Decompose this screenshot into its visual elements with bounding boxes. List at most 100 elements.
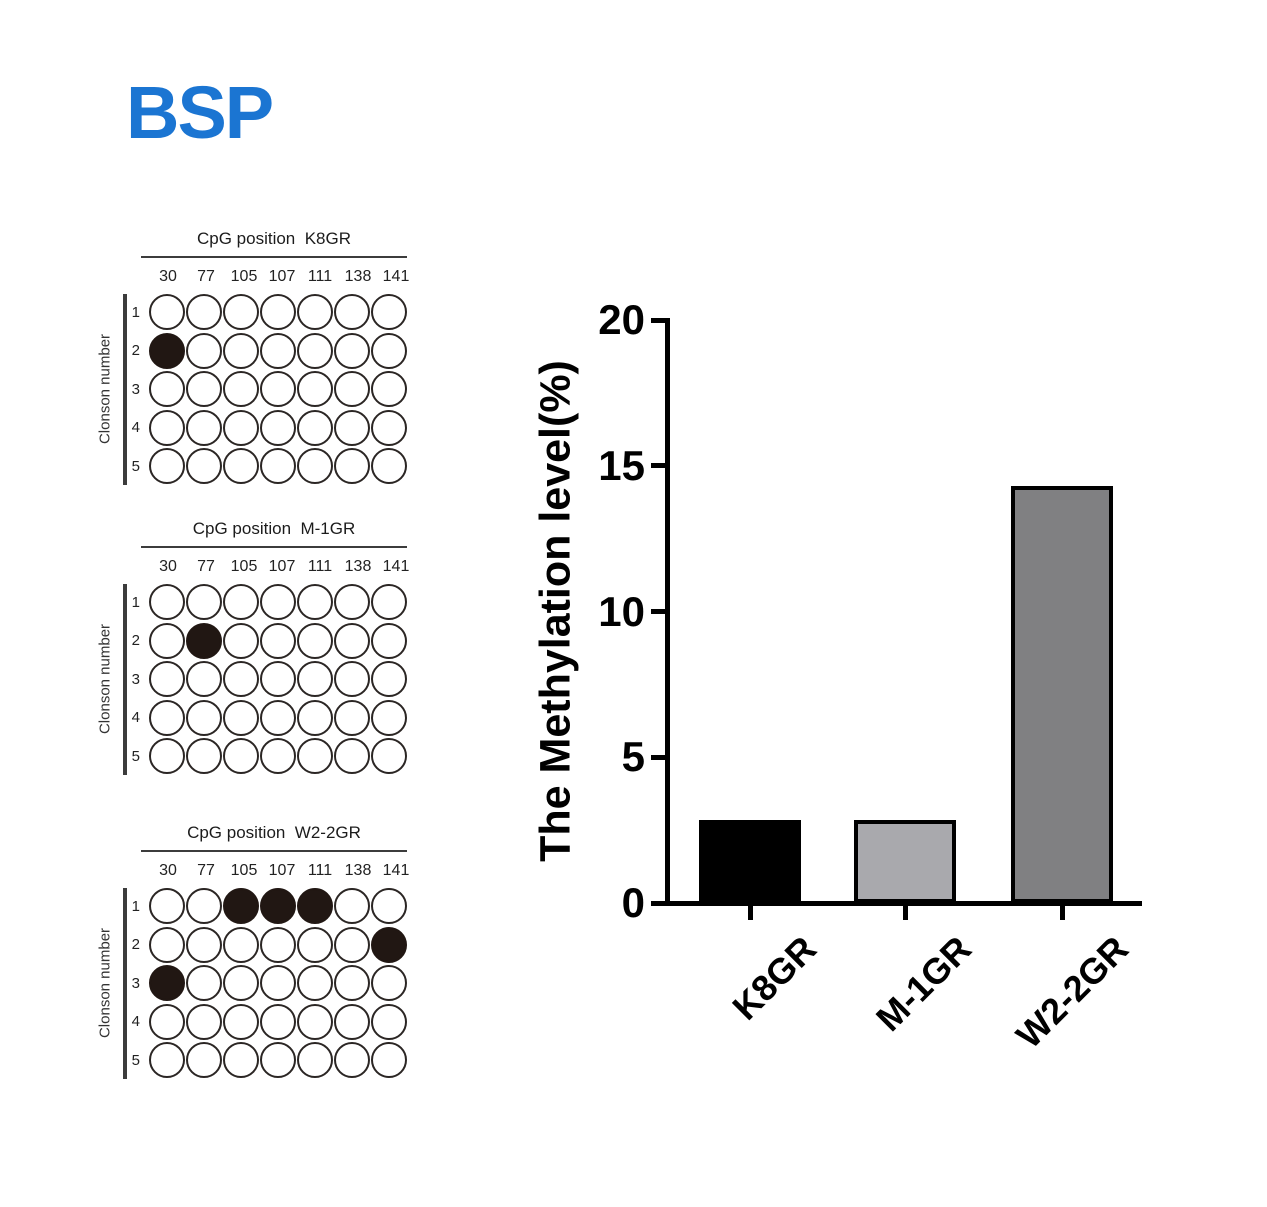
clone-row-number: 1 (131, 593, 140, 611)
cpg-site-circle (371, 409, 407, 446)
y-tick-label: 10 (598, 587, 645, 635)
y-tick (651, 463, 665, 469)
clone-row-number: 1 (131, 897, 140, 915)
cpg-site-circle (149, 1003, 185, 1040)
cpg-clone-row: 2 (88, 926, 408, 965)
cpg-site-circle (371, 965, 407, 1002)
cpg-site-circle (223, 661, 259, 698)
cpg-clone-row: 2 (88, 622, 408, 661)
cpg-position-label: 111 (307, 862, 333, 879)
cpg-site-circle (260, 584, 296, 621)
cpg-position-label: 77 (197, 862, 215, 879)
cpg-site-circle (297, 409, 333, 446)
cpg-site-circle (260, 699, 296, 736)
cpg-site-circle (297, 965, 333, 1002)
cpg-site-circle (260, 738, 296, 775)
cpg-position-labels: 30 77 105 107 111 138 141 (149, 862, 415, 880)
clone-row-number: 3 (131, 380, 140, 398)
y-tick-label: 5 (621, 733, 645, 781)
cpg-clone-row: 1 (88, 293, 408, 332)
clone-axis-line (123, 584, 127, 775)
cpg-site-circle (149, 448, 185, 485)
cpg-site-circle (223, 332, 259, 369)
cpg-site-circle (186, 926, 222, 963)
cpg-site-circle (186, 661, 222, 698)
cpg-site-circle (186, 409, 222, 446)
cpg-clone-row: 1 (88, 887, 408, 926)
cpg-panel-underline (141, 546, 407, 548)
cpg-site-circle (260, 926, 296, 963)
cpg-site-circle (186, 584, 222, 621)
cpg-position-label: 138 (344, 862, 372, 879)
cpg-site-circle (371, 888, 407, 925)
cpg-panel-title: CpG position M-1GR (192, 519, 356, 538)
cpg-site-circle (149, 661, 185, 698)
cpg-site-circle (371, 448, 407, 485)
cpg-site-circle (149, 699, 185, 736)
cpg-site-circle (223, 738, 259, 775)
cpg-site-circle-methylated (149, 332, 185, 369)
cpg-position-label: 111 (307, 558, 333, 575)
cpg-site-circle (297, 448, 333, 485)
y-axis-line (665, 318, 670, 906)
cpg-position-label: 141 (382, 558, 410, 575)
cpg-panel-K8GR: CpG position K8GR 30 77 105 107 111 138 141 Clon… (88, 228, 423, 498)
cpg-site-circle (334, 584, 370, 621)
cpg-site-circle (223, 965, 259, 1002)
cpg-site-circle (334, 409, 370, 446)
cpg-site-circle (334, 448, 370, 485)
cpg-site-circle-methylated (149, 965, 185, 1002)
y-tick (651, 900, 665, 906)
clone-row-number: 5 (131, 457, 140, 475)
cpg-site-circle (260, 1042, 296, 1079)
cpg-site-circle (371, 738, 407, 775)
y-tick-label: 0 (621, 879, 645, 926)
cpg-site-circle (186, 448, 222, 485)
cpg-site-circle (260, 448, 296, 485)
x-tick (1060, 906, 1065, 920)
cpg-position-label: 77 (197, 268, 215, 285)
cpg-clone-row: 3 (88, 660, 408, 699)
cpg-panel-W2-2GR: CpG position W2-2GR 30 77 105 107 111 138 141 Cl… (88, 822, 423, 1092)
cpg-position-label: 141 (382, 862, 410, 879)
cpg-site-circle (297, 1042, 333, 1079)
cpg-site-circle (371, 332, 407, 369)
cpg-panel-underline (141, 256, 407, 258)
cpg-clone-row: 4 (88, 409, 408, 448)
clone-row-number: 5 (131, 747, 140, 765)
cpg-site-circle-methylated (260, 888, 296, 925)
cpg-site-circle (186, 1042, 222, 1079)
cpg-panel-M-1GR: CpG position M-1GR 30 77 105 107 111 138 141 Clo… (88, 518, 423, 788)
cpg-circle-grid: 1 2 3 4 5 (88, 583, 408, 776)
figure-title: BSP (126, 71, 274, 154)
cpg-clone-row: 5 (88, 737, 408, 776)
y-tick (651, 317, 665, 323)
clone-row-number: 1 (131, 303, 140, 321)
cpg-site-circle (149, 738, 185, 775)
cpg-position-label: 30 (159, 862, 177, 879)
cpg-site-circle (223, 448, 259, 485)
cpg-site-circle (186, 332, 222, 369)
cpg-clone-row: 3 (88, 370, 408, 409)
cpg-circle-grid: 1 2 3 4 5 (88, 887, 408, 1080)
x-tick (748, 906, 753, 920)
cpg-site-circle (223, 584, 259, 621)
clone-row-number: 3 (131, 670, 140, 688)
clone-row-number: 4 (131, 419, 140, 437)
cpg-site-circle (223, 409, 259, 446)
cpg-clone-row: 2 (88, 332, 408, 371)
cpg-site-circle (260, 332, 296, 369)
cpg-site-circle (260, 371, 296, 408)
cpg-site-circle (371, 699, 407, 736)
clone-row-number: 3 (131, 974, 140, 992)
cpg-position-label: 30 (159, 268, 177, 285)
cpg-site-circle (260, 965, 296, 1002)
cpg-site-circle (223, 926, 259, 963)
cpg-site-circle (297, 738, 333, 775)
clone-row-number: 2 (131, 632, 140, 650)
cpg-site-circle (223, 371, 259, 408)
cpg-site-circle (334, 926, 370, 963)
bar-W2-2GR (1011, 486, 1113, 903)
